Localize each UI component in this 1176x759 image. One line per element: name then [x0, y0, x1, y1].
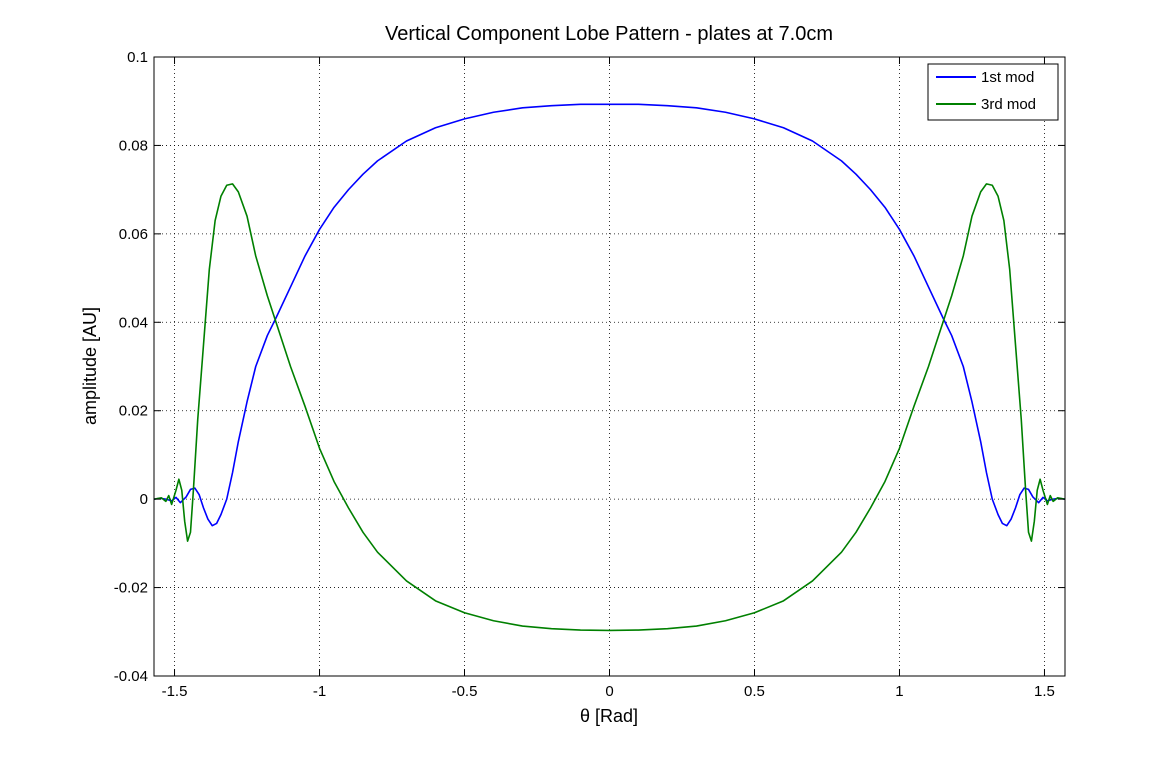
legend-label-3rd-mod: 3rd mod — [981, 96, 1036, 113]
y-tick-label: 0.08 — [119, 137, 148, 154]
series-line-3rd-mod — [154, 183, 1065, 632]
x-tick-labels: -1.5 -1 -0.5 0 0.5 1 1.5 — [162, 683, 1055, 700]
x-tick-label: -0.5 — [452, 683, 478, 700]
x-tick-label: 0.5 — [744, 683, 765, 700]
legend-label-1st-mod: 1st mod — [981, 69, 1034, 86]
y-tick-label: 0.02 — [119, 403, 148, 420]
y-tick-labels: -0.04 -0.02 0 0.02 0.04 0.06 0.08 0.1 — [114, 49, 148, 685]
x-tick-label: 0 — [605, 683, 613, 700]
y-tick-label: -0.04 — [114, 668, 148, 685]
axis-ticks — [154, 56, 1065, 677]
x-tick-label: 1 — [895, 683, 903, 700]
x-tick-label: 1.5 — [1034, 683, 1055, 700]
y-tick-label: 0.1 — [127, 49, 148, 66]
x-axis-label: θ [Rad] — [580, 706, 638, 726]
y-axis-label: amplitude [AU] — [80, 307, 100, 425]
plot-area — [154, 57, 1065, 676]
legend-box — [927, 63, 1059, 121]
chart-title: Vertical Component Lobe Pattern - plates… — [385, 23, 833, 45]
x-tick-label: -1.5 — [162, 683, 188, 700]
series-line-1st-mod — [154, 103, 1065, 527]
y-tick-label: 0 — [140, 491, 148, 508]
y-tick-label: 0.06 — [119, 226, 148, 243]
legend: 1st mod 3rd mod — [927, 63, 1059, 121]
y-tick-label: 0.04 — [119, 314, 148, 331]
y-tick-label: -0.02 — [114, 580, 148, 597]
series-layer — [154, 103, 1065, 632]
x-tick-label: -1 — [313, 683, 326, 700]
